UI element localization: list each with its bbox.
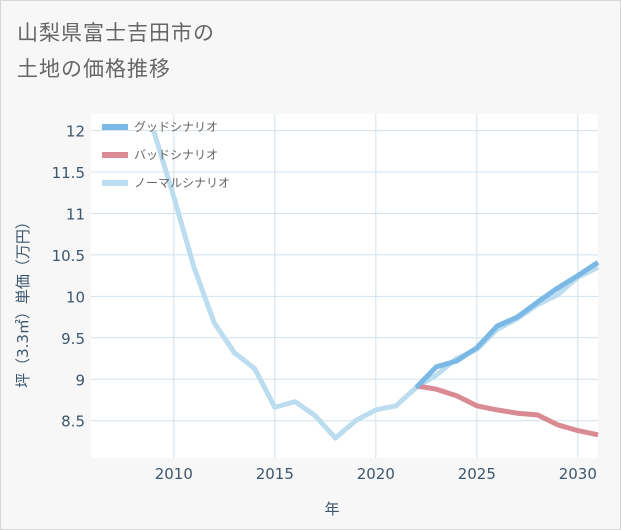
x-axis-title: 年 (324, 500, 339, 518)
plot-area (91, 114, 598, 458)
y-tick-label: 11 (66, 205, 85, 223)
series-line-2 (415, 383, 599, 438)
y-tick-label: 10 (66, 288, 85, 306)
legend-label: ノーマルシナリオ (134, 176, 230, 190)
y-tick-labels: 8.5 9 9.5 10 10.5 11 11.5 12 (52, 123, 85, 431)
y-tick-label: 9.5 (61, 330, 85, 348)
series-line-1 (414, 260, 600, 390)
y-tick-label: 10.5 (52, 247, 85, 265)
y-tick-label: 12 (66, 123, 85, 141)
grid-lines (91, 114, 598, 458)
x-tick-label: 2020 (357, 465, 395, 483)
series-lines (151, 129, 600, 441)
legend-swatch (102, 180, 128, 186)
chart-title-line-2: 土地の価格推移 (17, 57, 171, 81)
y-tick-label: 8.5 (61, 413, 85, 431)
x-tick-labels: 2010 2015 2020 2025 2030 (155, 465, 597, 483)
legend-label: バッドシナリオ (134, 148, 218, 162)
x-tick-label: 2010 (155, 465, 193, 483)
y-axis-title: 坪（3.3㎡）単価（万円） (14, 214, 32, 388)
chart-title-line-1: 山梨県富士吉田市の (17, 21, 215, 45)
y-tick-label: 9 (75, 371, 85, 389)
legend-swatch (102, 124, 128, 130)
chart-title: 山梨県富士吉田市の 土地の価格推移 (17, 15, 215, 87)
x-tick-label: 2015 (256, 465, 294, 483)
x-tick-label: 2025 (458, 465, 496, 483)
legend-swatch (102, 152, 128, 158)
x-tick-label: 2030 (559, 465, 597, 483)
legend-label: グッドシナリオ (134, 120, 218, 134)
y-tick-label: 11.5 (52, 164, 85, 182)
